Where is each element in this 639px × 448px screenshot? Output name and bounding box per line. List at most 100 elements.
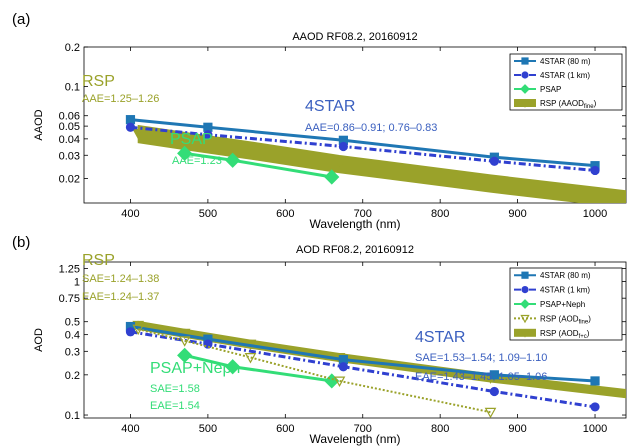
legend-marker [521,57,529,65]
legend-label-suffix: ) [587,329,590,338]
legend-label-main: 4STAR (1 km) [540,286,590,295]
legend-marker [521,71,529,79]
legend-label: 4STAR (80 m) [540,271,591,280]
data-point [338,141,348,152]
x-tick-label: 600 [276,208,294,220]
y-tick-label: 0.5 [65,317,80,329]
y-tick-label: 0.1 [65,410,80,422]
annotation: PSAP+Neph [150,360,240,377]
series-group [125,320,626,418]
x-tick-label: 700 [354,423,372,435]
series-3 [132,324,497,418]
y-tick-label: 0.3 [65,346,80,358]
data-point [489,156,499,166]
annotation: SAE=1.53–1.54; 1.09–1.10 [415,352,547,364]
x-tick-label: 500 [199,423,217,435]
x-tick-label: 500 [199,208,217,220]
panel-label: (b) [12,234,30,251]
annotation: AAE=0.86–0.91; 0.76–0.83 [305,122,437,134]
y-tick-label: 0.06 [59,111,80,123]
legend-label-sub: fine [584,104,594,110]
panel-label: (a) [12,11,30,28]
y-tick-label: 0.03 [59,150,80,162]
annotation: RSP [82,73,115,90]
plot-frame [83,46,627,204]
legend-entry: 4STAR (1 km) [514,286,590,295]
legend-label: 4STAR (1 km) [540,286,590,295]
data-point [132,324,145,336]
data-point [324,169,340,185]
legend-marker [521,271,529,279]
legend-marker [521,286,529,294]
y-tick-label: 0.02 [59,173,80,185]
data-point [338,362,348,372]
data-point [489,386,499,397]
legend-label-suffix: ) [588,314,591,323]
legend-label-main: RSP (AAOD [540,99,584,108]
data-point [333,159,346,170]
legend-label-main: PSAP [540,85,561,94]
annotation: EAE=1.43–1.45; 1.05–1.06 [415,371,547,383]
data-point [333,376,346,387]
x-tick-label: 900 [508,423,526,435]
data-point [203,130,213,140]
legend-label: RSP (AAODfine) [540,99,597,110]
x-tick-label: 700 [354,208,372,220]
data-point [132,128,145,140]
annotation: SAE=1.58 [150,383,200,395]
annotation: EAE=1.54 [150,400,200,412]
legend-entry: 4STAR (1 km) [514,71,590,80]
data-point [177,145,193,162]
y-tick-label: 0.4 [65,330,80,342]
chart-panel-a: (a) AAOD RF08.2, 20160912 400 500 600 700 800 9… [12,11,627,231]
annotation: 4STAR [415,329,465,346]
x-tick-label: 600 [276,423,294,435]
y-tick-label: 0.2 [65,370,80,382]
annotation: PSAP [170,131,213,148]
legend-label: 4STAR (1 km) [540,71,590,80]
legend-label-sub: fine [579,319,589,325]
annotation: 4STAR [305,98,355,115]
x-tick-label: 400 [121,208,139,220]
data-point [489,370,499,380]
annotation: SAE=1.24–1.38 [82,273,159,285]
series-2 [177,145,340,185]
data-point [125,327,136,337]
series-0 [125,321,600,386]
legend-label-main: 4STAR (80 m) [540,271,591,280]
x-tick-label: 900 [508,208,526,220]
legend-marker [520,84,530,94]
x-axis-label: Wavelength (nm) [310,432,401,446]
legend-label-main: RSP (AOD [540,314,579,323]
x-tick-label: 400 [121,423,139,435]
data-point [590,165,600,176]
legend-entry: 4STAR (80 m) [514,271,591,280]
legend-marker [520,314,530,324]
annotation: EAE=1.24–1.37 [82,291,159,303]
data-point [177,347,193,363]
x-tick-label: 1000 [583,208,607,220]
series-group [125,115,626,203]
legend-marker [520,299,530,309]
data-point [125,115,136,125]
data-point [484,178,497,189]
legend-entry: RSP (AAODfine) [514,99,597,110]
data-point [244,145,257,156]
data-point [125,122,136,132]
legend-entry: PSAP [514,84,561,94]
y-tick-label: 0.05 [59,121,80,133]
legend-entry: PSAP+Neph [514,299,585,309]
y-tick-label: 0.75 [59,293,80,305]
data-point [484,407,497,418]
x-tick-label: 1000 [583,423,607,435]
legend-label-sub: f+c [579,334,587,340]
series-2 [177,347,340,389]
data-point [590,376,600,386]
y-axis-label: AAOD [33,109,45,140]
legend-label-main: RSP (AOD [540,329,579,338]
plot-frame [83,261,627,419]
chart-title: AOD RF08.2, 20160912 [296,244,414,256]
data-point [590,402,600,412]
y-tick-label: 0.1 [65,82,80,94]
data-point [244,352,257,364]
